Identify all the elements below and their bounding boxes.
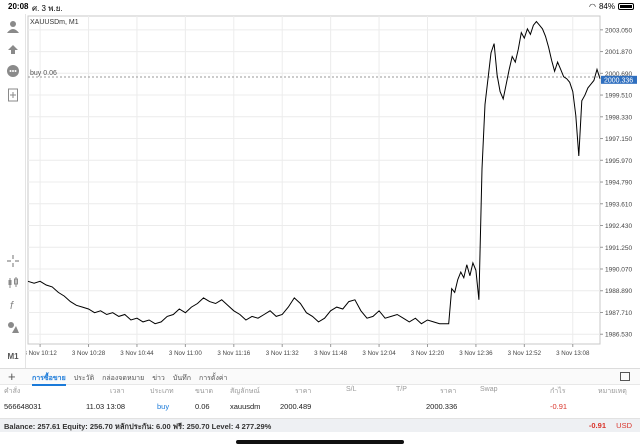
- tab-news[interactable]: ข่าว: [152, 375, 165, 382]
- y-tick-label: 1986.530: [605, 332, 632, 339]
- account-currency: USD: [616, 421, 632, 430]
- plus-icon[interactable]: +: [8, 369, 16, 384]
- indicator-icon[interactable]: f: [4, 296, 22, 314]
- table-row[interactable]: 566648031 11.03 13:08 buy 0.06 xauusdm 2…: [0, 402, 640, 416]
- x-tick-label: 3 Nov 10:12: [26, 350, 57, 357]
- y-tick-label: 2003.050: [605, 27, 632, 34]
- x-tick-label: 3 Nov 10:28: [72, 350, 106, 357]
- left-toolbar: f M1: [0, 14, 26, 368]
- x-tick-label: 3 Nov 11:00: [169, 350, 202, 357]
- header-tp: T/P: [396, 386, 407, 393]
- header-type: ประเภท: [150, 388, 174, 395]
- y-tick-label: 1987.710: [605, 310, 632, 317]
- x-tick-label: 3 Nov 12:36: [459, 350, 493, 357]
- y-tick-label: 1988.890: [605, 288, 632, 295]
- header-sl: S/L: [346, 386, 357, 393]
- header-swap: Swap: [480, 386, 498, 393]
- header-open-price: ราคา: [295, 388, 312, 395]
- order-type: buy: [157, 402, 170, 411]
- order-symbol: xauusdm: [230, 402, 261, 411]
- tab-journal[interactable]: บันทึก: [172, 375, 191, 382]
- x-tick-label: 3 Nov 11:48: [314, 350, 347, 357]
- header-price: ราคา: [440, 388, 457, 395]
- order-time: 11.03 13:08: [86, 402, 126, 411]
- price-chart[interactable]: 2003.050 2001.870 2000.690 1999.510 1998.330…: [23, 14, 640, 368]
- home-indicator: [236, 440, 404, 444]
- x-tick-label: 3 Nov 12:52: [508, 350, 542, 357]
- objects-icon[interactable]: [4, 318, 22, 336]
- symbol-label: XAUUSDm, M1: [30, 19, 79, 26]
- tab-mailbox[interactable]: กล่องจดหมาย: [102, 375, 145, 382]
- battery-percent: 84%: [598, 2, 615, 11]
- expand-icon[interactable]: [620, 372, 630, 381]
- timeframe-button[interactable]: M1: [7, 351, 19, 361]
- account-summary-text: Balance: 257.61 Equity: 256.70 หลักประกั…: [4, 422, 272, 431]
- x-tick-label: 3 Nov 12:20: [411, 350, 445, 357]
- header-symbol: สัญลักษณ์: [230, 388, 260, 395]
- crosshair-icon[interactable]: [4, 252, 22, 270]
- x-tick-label: 3 Nov 10:44: [120, 350, 154, 357]
- active-tab-indicator: [32, 384, 66, 386]
- y-tick-label: 1998.330: [605, 114, 632, 121]
- y-tick-label: 2000.690: [605, 71, 632, 78]
- order-volume: 0.06: [195, 402, 210, 411]
- x-tick-label: 3 Nov 12:04: [362, 350, 396, 357]
- status-date: ศ. 3 พ.ย.: [32, 4, 63, 13]
- plot-frame: [27, 15, 601, 345]
- account-summary: Balance: 257.61 Equity: 256.70 หลักประกั…: [0, 418, 640, 432]
- y-tick-label: 1992.430: [605, 223, 632, 230]
- order-current-price: 2000.336: [426, 402, 458, 411]
- total-profit: -0.91: [588, 421, 606, 430]
- status-indicators: ◠ 84%: [589, 2, 634, 11]
- tab-settings[interactable]: การตั้งค่า: [198, 375, 228, 382]
- chat-icon[interactable]: [4, 62, 22, 80]
- y-tick-label: 1990.070: [605, 267, 632, 274]
- status-bar: 20:08 ศ. 3 พ.ย. ◠ 84%: [0, 0, 640, 14]
- new-document-icon[interactable]: [4, 86, 22, 104]
- price-line: [27, 20, 601, 325]
- x-tick-label: 3 Nov 11:32: [266, 350, 299, 357]
- svg-text:f: f: [10, 300, 14, 312]
- y-tick-label: 2001.870: [605, 49, 632, 56]
- header-volume: ขนาด: [195, 388, 214, 395]
- tab-history[interactable]: ประวัติ: [73, 375, 95, 382]
- chart-canvas[interactable]: 2003.050 2001.870 2000.690 1999.510 1998.330…: [23, 14, 640, 368]
- y-tick-label: 1999.510: [605, 93, 632, 100]
- y-tick-label: 1993.610: [605, 201, 632, 208]
- trade-icon[interactable]: [4, 40, 22, 58]
- header-profit: กำไร: [550, 388, 566, 395]
- y-tick-label: 1994.790: [605, 180, 632, 187]
- order-id: 566648031: [4, 402, 42, 411]
- wifi-icon: ◠: [589, 2, 596, 11]
- current-price-tag: [601, 75, 637, 84]
- terminal-tabs: การซื้อขาย ประวัติ กล่องจดหมาย ข่าว บันท…: [32, 373, 227, 384]
- y-tick-label: 1995.970: [605, 158, 632, 165]
- candles-icon[interactable]: [4, 274, 22, 292]
- current-price-value: 2000.336: [604, 77, 633, 84]
- y-tick-label: 1991.250: [605, 245, 632, 252]
- status-time: 20:08: [8, 2, 29, 11]
- header-time: เวลา: [110, 388, 125, 395]
- terminal-tabs-bar: + การซื้อขาย ประวัติ กล่องจดหมาย ข่าว บั…: [0, 368, 640, 386]
- account-icon[interactable]: [4, 18, 22, 36]
- y-tick-label: 1997.150: [605, 136, 632, 143]
- orders-table-header: คำสั่ง เวลา ประเภท ขนาด สัญลักษณ์ ราคา S…: [0, 386, 640, 398]
- position-label: buy 0.06: [30, 70, 57, 77]
- battery-icon: [618, 3, 634, 10]
- x-tick-label: 3 Nov 11:16: [217, 350, 250, 357]
- order-open-price: 2000.489: [280, 402, 312, 411]
- header-comment: หมายเหตุ: [598, 388, 627, 395]
- header-order: คำสั่ง: [4, 388, 21, 395]
- tab-trade[interactable]: การซื้อขาย: [32, 375, 66, 382]
- order-profit: -0.91: [550, 402, 568, 411]
- x-tick-label: 3 Nov 13:08: [556, 350, 590, 357]
